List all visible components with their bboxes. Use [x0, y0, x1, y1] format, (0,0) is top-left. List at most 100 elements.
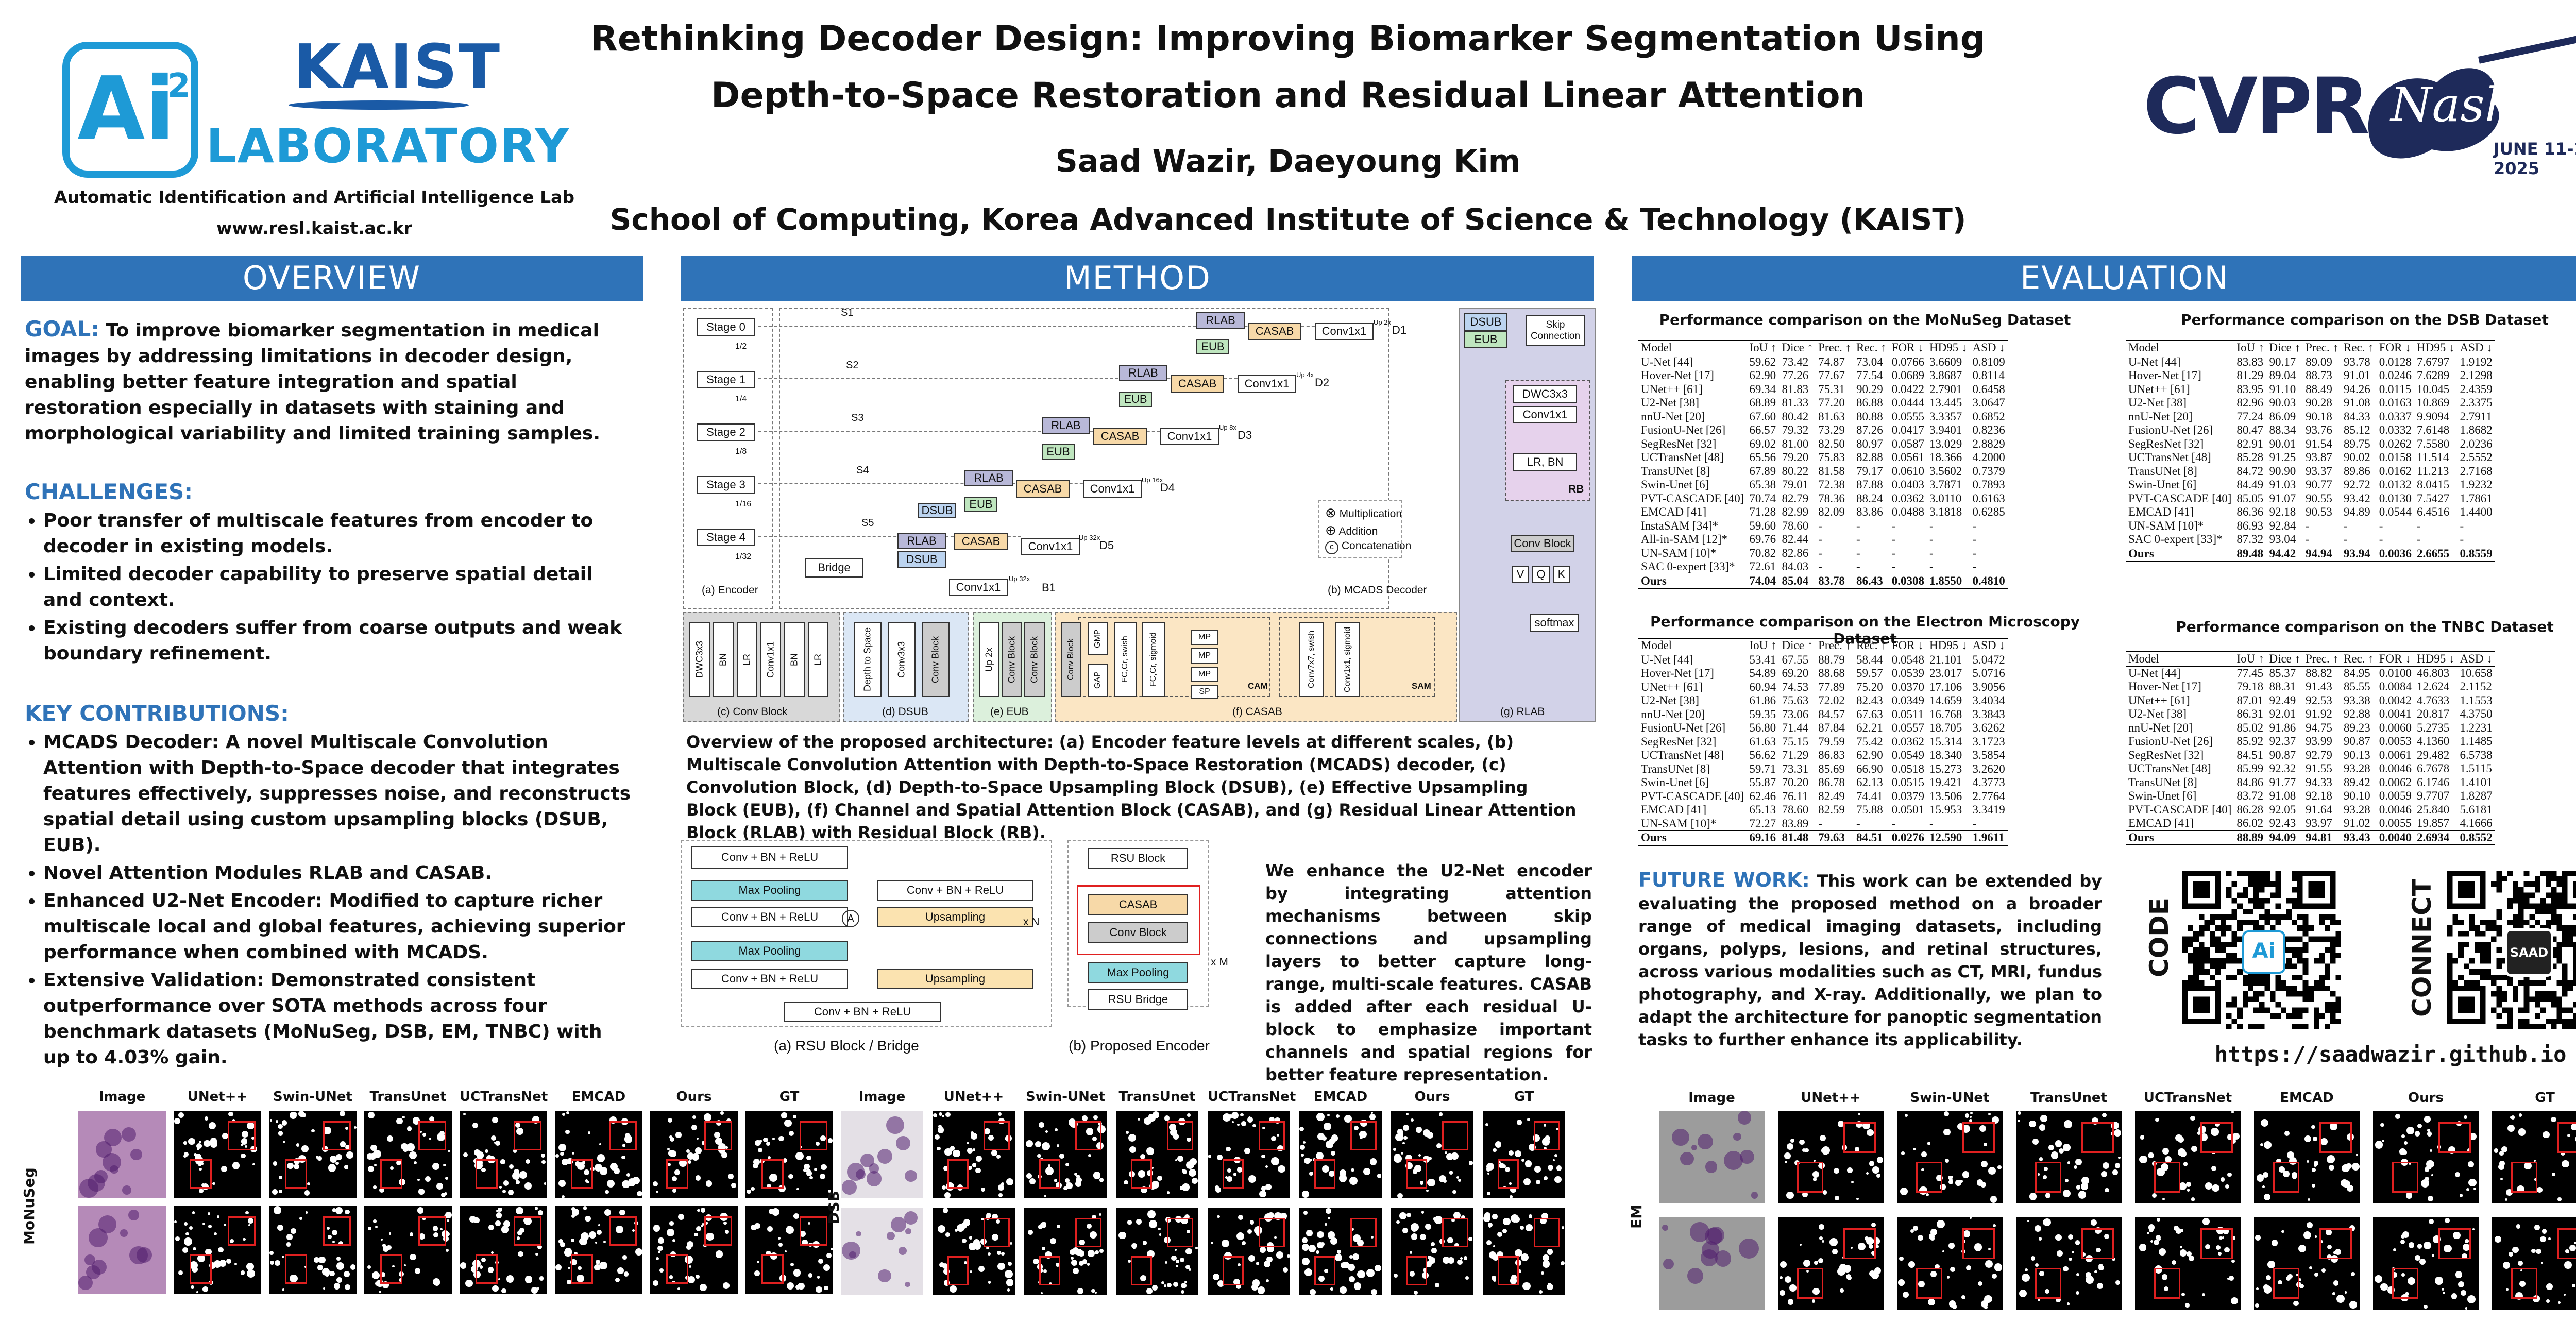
nucleus-dot — [1874, 1267, 1882, 1275]
nucleus-dot — [1846, 1275, 1852, 1280]
table-cell: 60.94 — [1749, 680, 1776, 693]
nucleus-dot — [778, 1136, 784, 1142]
nucleus-dot — [2320, 1138, 2328, 1146]
nucleus-dot — [2563, 1293, 2566, 1296]
nucleus-dot — [1394, 1153, 1401, 1161]
highlight-box — [609, 1121, 637, 1151]
nucleus-dot — [2019, 1290, 2027, 1298]
table-header-cell: Rec. ↑ — [1854, 340, 1889, 355]
table-cell: 0.8114 — [1972, 369, 2005, 382]
nucleus-dot — [189, 1261, 198, 1269]
nucleus-dot — [2313, 1161, 2319, 1166]
nucleus-dot — [1493, 1254, 1499, 1261]
pe-item: RSU Block — [1088, 848, 1188, 869]
nucleus-dot — [2227, 1173, 2232, 1177]
nucleus-dot — [1410, 1118, 1414, 1122]
up-label: Up 16x — [1142, 476, 1163, 484]
connect-qr[interactable]: SAAD — [2447, 871, 2576, 1029]
nucleus-dot — [2453, 1231, 2461, 1240]
nucleus-dot — [904, 1211, 918, 1225]
nucleus-dot — [567, 1280, 571, 1284]
nucleus-dot — [972, 1148, 976, 1151]
nucleus-dot — [2030, 1256, 2036, 1261]
table-cell: 79.32 — [1782, 423, 1809, 436]
nucleus-dot — [1334, 1253, 1342, 1261]
nucleus-dot — [1146, 1147, 1154, 1155]
table-cell: - — [1891, 546, 1896, 559]
table-cell: 74.87 — [1818, 355, 1845, 368]
rlab-label: (g) RLAB — [1500, 706, 1545, 718]
nucleus-dot — [997, 1112, 1002, 1116]
nucleus-dot — [2178, 1148, 2185, 1156]
highlight-box — [1075, 1218, 1101, 1248]
nucleus-dot — [1320, 1242, 1325, 1246]
nucleus-dot — [605, 1190, 609, 1194]
nucleus-dot — [1276, 1251, 1283, 1259]
nucleus-dot — [1354, 1126, 1359, 1131]
nucleus-dot — [1790, 1139, 1795, 1143]
nucleus-dot — [1082, 1115, 1088, 1122]
nucleus-dot — [2451, 1293, 2458, 1300]
nucleus-dot — [1977, 1281, 1982, 1286]
table-cell: 3.8687 — [1929, 369, 1962, 382]
future-text: This work can be extended by evaluating … — [1638, 871, 2103, 1049]
table-cell: 0.8109 — [1972, 355, 2005, 368]
nucleus-dot — [806, 1168, 811, 1174]
nucleus-dot — [1439, 1239, 1445, 1244]
homepage-url[interactable]: https://saadwazir.github.io — [2214, 1042, 2567, 1067]
nucleus-dot — [188, 1138, 195, 1145]
dsub-label: (d) DSUB — [882, 706, 928, 718]
table-cell: 80.42 — [1782, 410, 1809, 423]
nucleus-dot — [1504, 1167, 1511, 1173]
table-cell: 81.29 — [2236, 369, 2264, 382]
casab-block: CASAB — [1093, 428, 1147, 445]
highlight-box — [514, 1216, 541, 1246]
table-cell: 11.213 — [2417, 464, 2449, 478]
nucleus-dot — [2427, 1129, 2431, 1132]
table-row: TransUNet [8] 84.86 91.77 94.33 89.42 0.0062 6… — [2126, 776, 2495, 790]
table-cell: 2.7764 — [1972, 789, 2005, 803]
result-row-label: MoNuSeg — [21, 1167, 38, 1245]
nucleus-dot — [2211, 1128, 2219, 1136]
table-cell: 75.42 — [1856, 735, 1883, 748]
result-column-header: UNet++ — [187, 1089, 248, 1105]
nucleus-dot — [1317, 1231, 1324, 1239]
nucleus-dot — [432, 1163, 440, 1171]
authors: Saad Wazir, Daeyoung Kim — [1055, 143, 1521, 179]
nucleus-dot — [1028, 1230, 1033, 1235]
rlab-lrbn: LR, BN — [1513, 453, 1577, 471]
nucleus-dot — [2465, 1307, 2467, 1310]
casab-item: MP — [1191, 630, 1218, 645]
table-row: TransUNet [8] 84.72 90.90 93.37 89.86 0.0162 1… — [2126, 465, 2495, 479]
nucleus-dot — [808, 1222, 811, 1225]
highlight-box — [1797, 1162, 1823, 1193]
table-row: TransUNet [8] 67.89 80.22 81.58 79.17 0.0610 3… — [1638, 465, 2008, 479]
nucleus-dot — [1349, 1276, 1355, 1283]
table-cell: 79.01 — [1782, 478, 1809, 491]
code-qr[interactable]: Ai — [2182, 871, 2341, 1029]
table-row-ours: Ours 89.48 94.42 94.94 93.94 0.0036 2.6655 0.85… — [2126, 546, 2495, 562]
table-row: UN-SAM [10]* 86.93 92.84- - - - - — [2126, 519, 2495, 533]
table-cell: 91.55 — [2306, 762, 2332, 775]
nucleus-dot — [2308, 1198, 2311, 1201]
table-cell: - — [2417, 533, 2421, 546]
nucleus-dot — [209, 1122, 216, 1129]
table-row: U2-Net [38] 86.31 92.01 91.92 92.88 0.0041 20.… — [2126, 707, 2495, 721]
nucleus-dot — [506, 1275, 514, 1283]
nucleus-dot — [571, 1214, 575, 1218]
nucleus-dot — [998, 1193, 1003, 1197]
nucleus-dot — [942, 1114, 945, 1117]
nucleus-dot — [1983, 1142, 1987, 1146]
nucleus-dot — [221, 1165, 228, 1173]
nucleus-dot — [558, 1143, 567, 1151]
table-cell: 92.53 — [2306, 693, 2332, 707]
nucleus-dot — [516, 1180, 520, 1184]
nucleus-dot — [269, 1260, 275, 1265]
nucleus-dot — [479, 1265, 483, 1269]
addition-icon: ⊕ — [1325, 522, 1336, 538]
nucleus-dot — [770, 1252, 778, 1260]
nucleus-dot — [2472, 1228, 2475, 1230]
nucleus-dot — [783, 1158, 788, 1163]
table-cell: - — [1929, 546, 1934, 559]
table-cell: InstaSAM [34]* — [1641, 519, 1719, 532]
